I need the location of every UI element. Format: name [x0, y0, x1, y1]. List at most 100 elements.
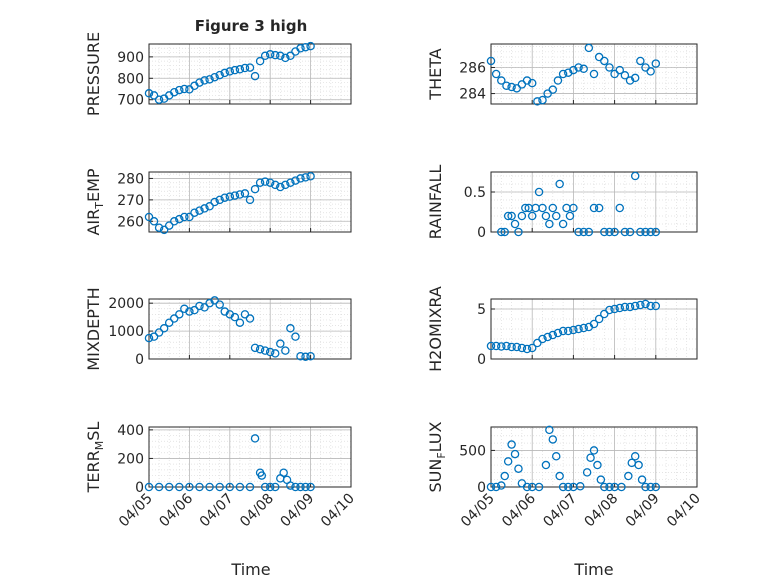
data-point	[235, 482, 245, 492]
panel-1: 700 800 900 PRESSURE	[84, 32, 352, 116]
data-point	[215, 300, 224, 309]
panel-7: 0 200 400 04/05 04/06 04/07 04/08 04/09 04/10 TER…	[84, 422, 358, 531]
data-point	[265, 50, 275, 59]
axes-box	[490, 171, 698, 233]
data-point	[589, 319, 599, 329]
data-point	[553, 328, 563, 338]
data-point	[651, 301, 661, 311]
data-point	[558, 326, 568, 336]
data-point	[548, 85, 558, 94]
data-point	[507, 211, 516, 221]
data-point	[507, 82, 516, 92]
data-point	[250, 184, 260, 194]
data-point	[301, 352, 310, 362]
data-point	[574, 227, 583, 237]
data-point	[551, 211, 561, 221]
y-tick-label: 700	[117, 93, 144, 109]
data-point	[569, 65, 578, 75]
x-tick-label: 04/06	[499, 490, 539, 530]
data-point	[144, 333, 154, 343]
data-point	[245, 314, 255, 323]
data-point	[265, 178, 275, 187]
data-point	[534, 187, 544, 197]
data-point	[296, 174, 305, 183]
data-point	[617, 482, 626, 492]
panel-2: 284 286 THETA	[426, 43, 698, 106]
x-tick-label: 04/09	[623, 491, 663, 531]
data-point	[169, 87, 179, 97]
data-point	[291, 482, 300, 492]
data-point	[634, 460, 643, 470]
data-point	[257, 471, 267, 480]
data-point	[574, 324, 583, 334]
data-point	[180, 84, 189, 94]
data-point	[651, 59, 661, 68]
data-point	[225, 67, 235, 76]
data-point	[605, 305, 614, 315]
data-point	[200, 303, 209, 312]
data-point	[589, 69, 599, 79]
y-tick-label: 0	[477, 225, 486, 241]
data-point	[175, 85, 184, 95]
y-tick-label: 0	[135, 352, 144, 368]
data-point	[545, 425, 554, 435]
data-point	[286, 51, 295, 61]
data-point	[144, 89, 154, 98]
axes-box	[148, 43, 352, 105]
data-point	[507, 440, 516, 449]
data-point	[291, 332, 300, 341]
y-tick-label: 0	[477, 480, 486, 496]
axes-box	[148, 426, 352, 488]
data-point	[620, 227, 630, 237]
data-point	[527, 211, 537, 221]
data-point	[503, 457, 513, 466]
data-point	[215, 70, 224, 80]
data-point	[286, 324, 295, 333]
data-point	[641, 227, 650, 237]
data-point	[625, 227, 635, 237]
y-axis-label: PRESSURE	[84, 32, 103, 116]
data-point	[296, 482, 305, 492]
y-tick-label: 800	[117, 71, 144, 87]
data-point	[605, 482, 614, 492]
data-point	[250, 343, 260, 353]
figure-title: Figure 3 high	[195, 17, 308, 35]
data-point	[512, 342, 522, 352]
data-point	[240, 189, 250, 198]
data-point	[144, 482, 154, 492]
data-point	[306, 482, 315, 492]
data-point	[164, 482, 174, 492]
data-point	[175, 482, 184, 492]
data-point	[225, 192, 235, 201]
data-point	[195, 301, 204, 311]
data-point	[641, 299, 650, 309]
data-point	[276, 182, 285, 192]
data-point	[625, 76, 635, 85]
data-point	[521, 203, 530, 213]
data-point	[306, 172, 315, 181]
data-point	[534, 482, 544, 492]
data-point	[497, 342, 506, 351]
x-tick-label: 04/07	[197, 491, 237, 531]
data-point	[646, 482, 655, 492]
data-point	[589, 203, 599, 213]
y-axis-label: H2OMIXRA	[426, 286, 445, 372]
data-point	[579, 323, 588, 333]
data-point	[510, 219, 520, 229]
data-point	[291, 176, 300, 185]
data-point	[600, 482, 609, 492]
data-point	[149, 217, 159, 226]
data-point	[527, 343, 537, 353]
data-point	[553, 76, 563, 85]
data-point	[538, 334, 547, 344]
data-point	[551, 452, 561, 461]
data-point	[260, 177, 270, 186]
data-point	[548, 435, 558, 444]
x-tick-label: 04/09	[278, 491, 318, 531]
data-point	[605, 63, 614, 72]
data-point	[533, 338, 542, 348]
data-point	[149, 332, 159, 341]
data-point	[615, 303, 625, 313]
data-point	[502, 341, 511, 351]
data-point	[190, 208, 199, 217]
